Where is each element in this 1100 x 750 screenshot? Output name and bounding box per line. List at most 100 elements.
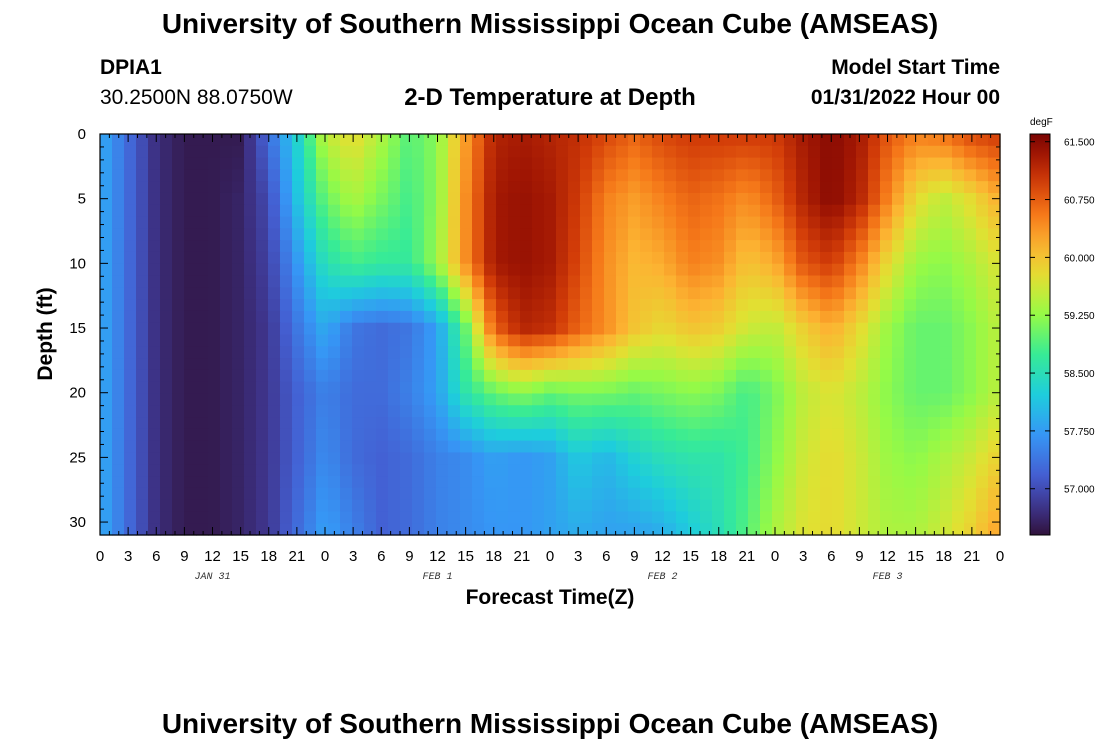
heatmap-cell (832, 381, 845, 395)
heatmap-cell (892, 251, 905, 265)
heatmap-cell (400, 523, 413, 536)
heatmap-cell (640, 523, 653, 536)
heatmap-cell (952, 204, 965, 218)
heatmap-cell (388, 240, 401, 253)
heatmap-cell (448, 476, 461, 489)
heatmap-cell (652, 464, 665, 477)
heatmap-cell (148, 369, 161, 383)
chart-subtitle: 2-D Temperature at Depth (404, 84, 696, 111)
heatmap-cell (208, 310, 221, 324)
heatmap-cell (328, 287, 341, 300)
heatmap-cell (124, 334, 137, 347)
heatmap-cell (304, 393, 317, 406)
heatmap-cell (184, 322, 197, 336)
heatmap-cell (388, 275, 401, 288)
heatmap-cell (568, 369, 581, 383)
heatmap-cell (340, 169, 353, 182)
heatmap-cell (112, 240, 125, 253)
heatmap-cell (952, 440, 965, 454)
heatmap-cell (172, 240, 185, 253)
heatmap-cell (556, 523, 569, 536)
heatmap-cell (556, 192, 569, 206)
heatmap-cell (400, 157, 413, 170)
heatmap-cell (604, 134, 617, 147)
heatmap-cell (460, 452, 473, 465)
heatmap-cell (340, 369, 353, 383)
heatmap-cell (148, 358, 161, 371)
heatmap-cell (196, 417, 209, 430)
heatmap-cells (100, 134, 1001, 536)
heatmap-cell (424, 369, 437, 383)
heatmap-cell (748, 157, 761, 170)
heatmap-cell (532, 405, 545, 418)
heatmap-cell (580, 299, 593, 312)
heatmap-cell (172, 499, 185, 513)
heatmap-cell (796, 240, 809, 253)
heatmap-cell (724, 523, 737, 536)
heatmap-cell (520, 192, 533, 206)
heatmap-cell (652, 334, 665, 347)
heatmap-cell (412, 417, 425, 430)
heatmap-cell (928, 476, 941, 489)
heatmap-cell (868, 523, 881, 536)
heatmap-cell (484, 523, 497, 536)
heatmap-cell (496, 511, 509, 524)
heatmap-cell (196, 145, 209, 159)
heatmap-cell (472, 381, 485, 395)
heatmap-cell (580, 240, 593, 253)
heatmap-cell (424, 346, 437, 359)
heatmap-cell (928, 157, 941, 170)
heatmap-cell (484, 251, 497, 265)
heatmap-cell (664, 464, 677, 477)
heatmap-cell (940, 299, 953, 312)
x-tick-label: 18 (935, 548, 952, 565)
heatmap-cell (940, 169, 953, 182)
heatmap-cell (100, 499, 113, 513)
heatmap-cell (136, 192, 149, 206)
heatmap-cell (724, 275, 737, 288)
heatmap-cell (232, 287, 245, 300)
heatmap-cell (796, 204, 809, 218)
x-tick-label: 0 (96, 548, 104, 565)
heatmap-cell (460, 134, 473, 147)
heatmap-cell (628, 464, 641, 477)
heatmap-cell (916, 216, 929, 229)
heatmap-cell (520, 393, 533, 406)
heatmap-cell (244, 251, 257, 265)
heatmap-cell (424, 464, 437, 477)
heatmap-cell (520, 240, 533, 253)
heatmap-cell (748, 299, 761, 312)
heatmap-cell (928, 428, 941, 442)
heatmap-cell (532, 417, 545, 430)
heatmap-cell (268, 263, 281, 277)
heatmap-cell (232, 299, 245, 312)
heatmap-cell (292, 181, 305, 194)
heatmap-cell (256, 240, 269, 253)
heatmap-cell (256, 299, 269, 312)
heatmap-cell (892, 393, 905, 406)
heatmap-cell (364, 322, 377, 336)
heatmap-cell (868, 287, 881, 300)
heatmap-cell (280, 334, 293, 347)
heatmap-cell (988, 381, 1001, 395)
heatmap-cell (292, 310, 305, 324)
heatmap-cell (736, 240, 749, 253)
heatmap-cell (292, 334, 305, 347)
heatmap-cell (628, 417, 641, 430)
heatmap-cell (424, 216, 437, 229)
heatmap-cell (712, 417, 725, 430)
heatmap-cell (748, 169, 761, 182)
heatmap-cell (868, 346, 881, 359)
heatmap-cell (988, 452, 1001, 465)
heatmap-cell (988, 251, 1001, 265)
heatmap-cell (328, 322, 341, 336)
heatmap-cell (952, 157, 965, 170)
heatmap-cell (412, 393, 425, 406)
heatmap-cell (604, 287, 617, 300)
heatmap-cell (496, 299, 509, 312)
heatmap-cell (616, 440, 629, 454)
heatmap-cell (748, 204, 761, 218)
heatmap-cell (184, 358, 197, 371)
heatmap-cell (388, 476, 401, 489)
heatmap-cell (712, 381, 725, 395)
